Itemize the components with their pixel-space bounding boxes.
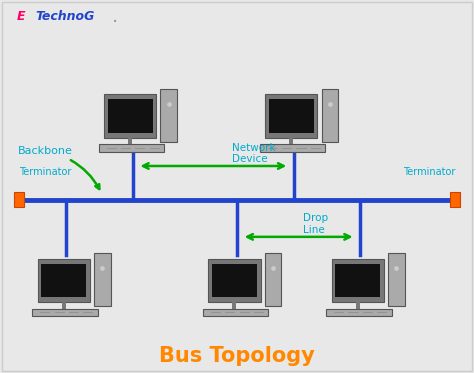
- FancyBboxPatch shape: [108, 99, 153, 133]
- FancyBboxPatch shape: [203, 308, 268, 316]
- FancyBboxPatch shape: [104, 94, 156, 138]
- FancyBboxPatch shape: [14, 192, 24, 207]
- FancyBboxPatch shape: [326, 308, 392, 316]
- FancyBboxPatch shape: [32, 308, 98, 316]
- Text: .: .: [111, 7, 118, 26]
- FancyBboxPatch shape: [99, 144, 164, 152]
- Text: Bus Topology: Bus Topology: [159, 346, 315, 366]
- FancyBboxPatch shape: [450, 192, 460, 207]
- Text: E: E: [17, 10, 25, 23]
- Text: Backbone: Backbone: [18, 146, 100, 189]
- FancyBboxPatch shape: [264, 253, 282, 306]
- FancyBboxPatch shape: [160, 89, 177, 141]
- FancyBboxPatch shape: [321, 89, 338, 141]
- FancyBboxPatch shape: [335, 263, 380, 297]
- FancyBboxPatch shape: [208, 258, 261, 302]
- FancyBboxPatch shape: [41, 263, 86, 297]
- FancyBboxPatch shape: [331, 258, 384, 302]
- Text: Network
Device: Network Device: [232, 142, 276, 164]
- Text: Terminator: Terminator: [19, 167, 71, 176]
- FancyBboxPatch shape: [265, 94, 318, 138]
- FancyBboxPatch shape: [212, 263, 257, 297]
- Text: TechnoG: TechnoG: [36, 10, 95, 23]
- Text: Terminator: Terminator: [403, 167, 455, 176]
- FancyBboxPatch shape: [94, 253, 111, 306]
- FancyBboxPatch shape: [37, 258, 90, 302]
- FancyBboxPatch shape: [388, 253, 405, 306]
- Text: Drop
Line: Drop Line: [303, 213, 328, 235]
- FancyBboxPatch shape: [269, 99, 314, 133]
- FancyBboxPatch shape: [260, 144, 325, 152]
